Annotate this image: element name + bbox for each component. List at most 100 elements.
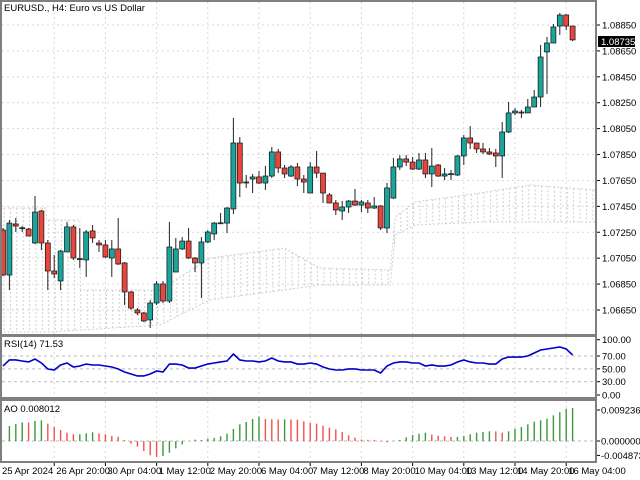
- bear-candle: [473, 142, 480, 150]
- rsi-tick-label: 50.00: [602, 364, 626, 375]
- price-tick-label: 1.07450: [602, 202, 636, 213]
- bull-candle: [108, 248, 115, 259]
- bull-candle: [76, 258, 83, 261]
- bull-candle: [345, 200, 352, 208]
- axes: 1.08850 1.08650 1.08450 1.08250 1.08050 1.078…: [2, 21, 640, 478]
- bull-candle: [32, 211, 38, 244]
- bull-candle: [268, 151, 275, 177]
- bull-candle: [460, 137, 467, 157]
- bear-candle: [96, 242, 102, 246]
- price-tick-label: 1.08850: [602, 21, 636, 32]
- bull-candle: [249, 176, 256, 180]
- bull-candle: [556, 14, 563, 27]
- rsi-pane-frame: [0, 335, 597, 399]
- price-tick-label: 1.06850: [602, 280, 636, 291]
- bear-candle: [12, 223, 19, 227]
- time-tick-label: 10 May 04:00: [415, 466, 473, 477]
- bull-candle: [358, 201, 365, 206]
- bear-candle: [320, 172, 326, 194]
- ao-tick-label: 0.009236: [601, 405, 640, 416]
- bull-candle: [454, 155, 461, 176]
- bull-candle: [262, 175, 269, 184]
- bear-candle: [467, 137, 474, 144]
- current-price-label: 1.08735: [598, 36, 635, 48]
- bull-candle: [211, 222, 218, 235]
- bear-candle: [70, 226, 77, 259]
- bear-candle: [480, 148, 486, 153]
- bull-candle: [6, 222, 13, 276]
- bull-candle: [550, 26, 557, 44]
- ao-indicator[interactable]: [8, 407, 574, 457]
- bull-candle: [204, 231, 211, 243]
- ao-tick-label: -0.004873: [601, 451, 640, 462]
- bear-candle: [134, 309, 141, 314]
- bear-candle: [236, 142, 243, 184]
- bear-candle: [300, 178, 307, 183]
- time-tick-label: 26 Apr 20:00: [56, 466, 110, 477]
- price-tick-label: 1.08250: [602, 98, 636, 109]
- bear-candle: [422, 159, 429, 175]
- bear-candle: [377, 205, 384, 229]
- bull-candle: [384, 187, 390, 229]
- bull-candle: [153, 283, 160, 304]
- bear-candle: [115, 248, 122, 265]
- rsi-tick-label: 0.00: [602, 391, 621, 402]
- price-tick-label: 1.08050: [602, 124, 636, 135]
- bear-candle: [281, 167, 288, 175]
- bear-candle: [294, 166, 301, 180]
- bull-candle: [428, 165, 435, 175]
- rsi-tick-label: 100.00: [602, 335, 631, 346]
- bull-candle: [83, 231, 90, 261]
- bull-candle: [390, 166, 397, 199]
- rsi-indicator[interactable]: [2, 346, 574, 377]
- bear-candle: [275, 151, 282, 169]
- bear-candle: [140, 312, 147, 322]
- bear-candle: [192, 257, 198, 264]
- bear-candle: [563, 14, 570, 27]
- bull-candle: [288, 166, 294, 177]
- bull-candle: [499, 131, 506, 157]
- time-tick-label: 30 Apr 04:00: [107, 466, 161, 477]
- price-tick-label: 1.07850: [602, 150, 636, 161]
- time-tick-label: 8 May 20:00: [363, 466, 415, 477]
- price-tick-label: 1.06650: [602, 305, 636, 316]
- time-tick-label: 1 May 12:00: [159, 466, 211, 477]
- bear-candle: [121, 262, 128, 293]
- bear-candle: [569, 25, 576, 41]
- cloud-span-lower: [0, 221, 597, 333]
- current-price-bg: [598, 36, 635, 47]
- time-tick-label: 6 May 04:00: [261, 466, 313, 477]
- bear-candle: [409, 161, 416, 170]
- bull-candle: [198, 241, 205, 264]
- bull-candle: [531, 96, 538, 108]
- bear-candle: [44, 242, 51, 272]
- time-tick-label: 14 May 20:00: [517, 466, 575, 477]
- time-tick-label: 13 May 12:00: [466, 466, 524, 477]
- bear-candle: [102, 244, 109, 258]
- time-tick-label: 2 May 20:00: [210, 466, 262, 477]
- price-tick-label: 1.08450: [602, 72, 636, 83]
- bull-candle: [147, 302, 154, 321]
- rsi-line: [2, 346, 574, 377]
- bull-candle: [166, 246, 173, 302]
- price-tick-label: 1.08650: [602, 46, 636, 57]
- cloud-span-upper: [0, 184, 597, 291]
- bull-candle: [230, 142, 237, 210]
- bear-candle: [128, 291, 134, 309]
- pane-frames: [0, 0, 597, 463]
- bull-candle: [396, 158, 403, 168]
- current-price-text: 1.08735: [601, 37, 635, 48]
- ao-tick-label: 0.000000: [601, 437, 640, 448]
- price-tick-label: 1.07050: [602, 254, 636, 265]
- bull-candle: [524, 106, 531, 114]
- rsi-tick-label: 30.00: [602, 377, 626, 388]
- bear-candle: [89, 230, 96, 239]
- rsi-tick-label: 70.00: [602, 351, 626, 362]
- candlestick-series[interactable]: [0, 12, 576, 328]
- bull-candle: [505, 112, 512, 133]
- bear-candle: [256, 176, 262, 184]
- bull-candle: [224, 207, 230, 224]
- time-tick-label: 25 Apr 2024: [2, 466, 53, 477]
